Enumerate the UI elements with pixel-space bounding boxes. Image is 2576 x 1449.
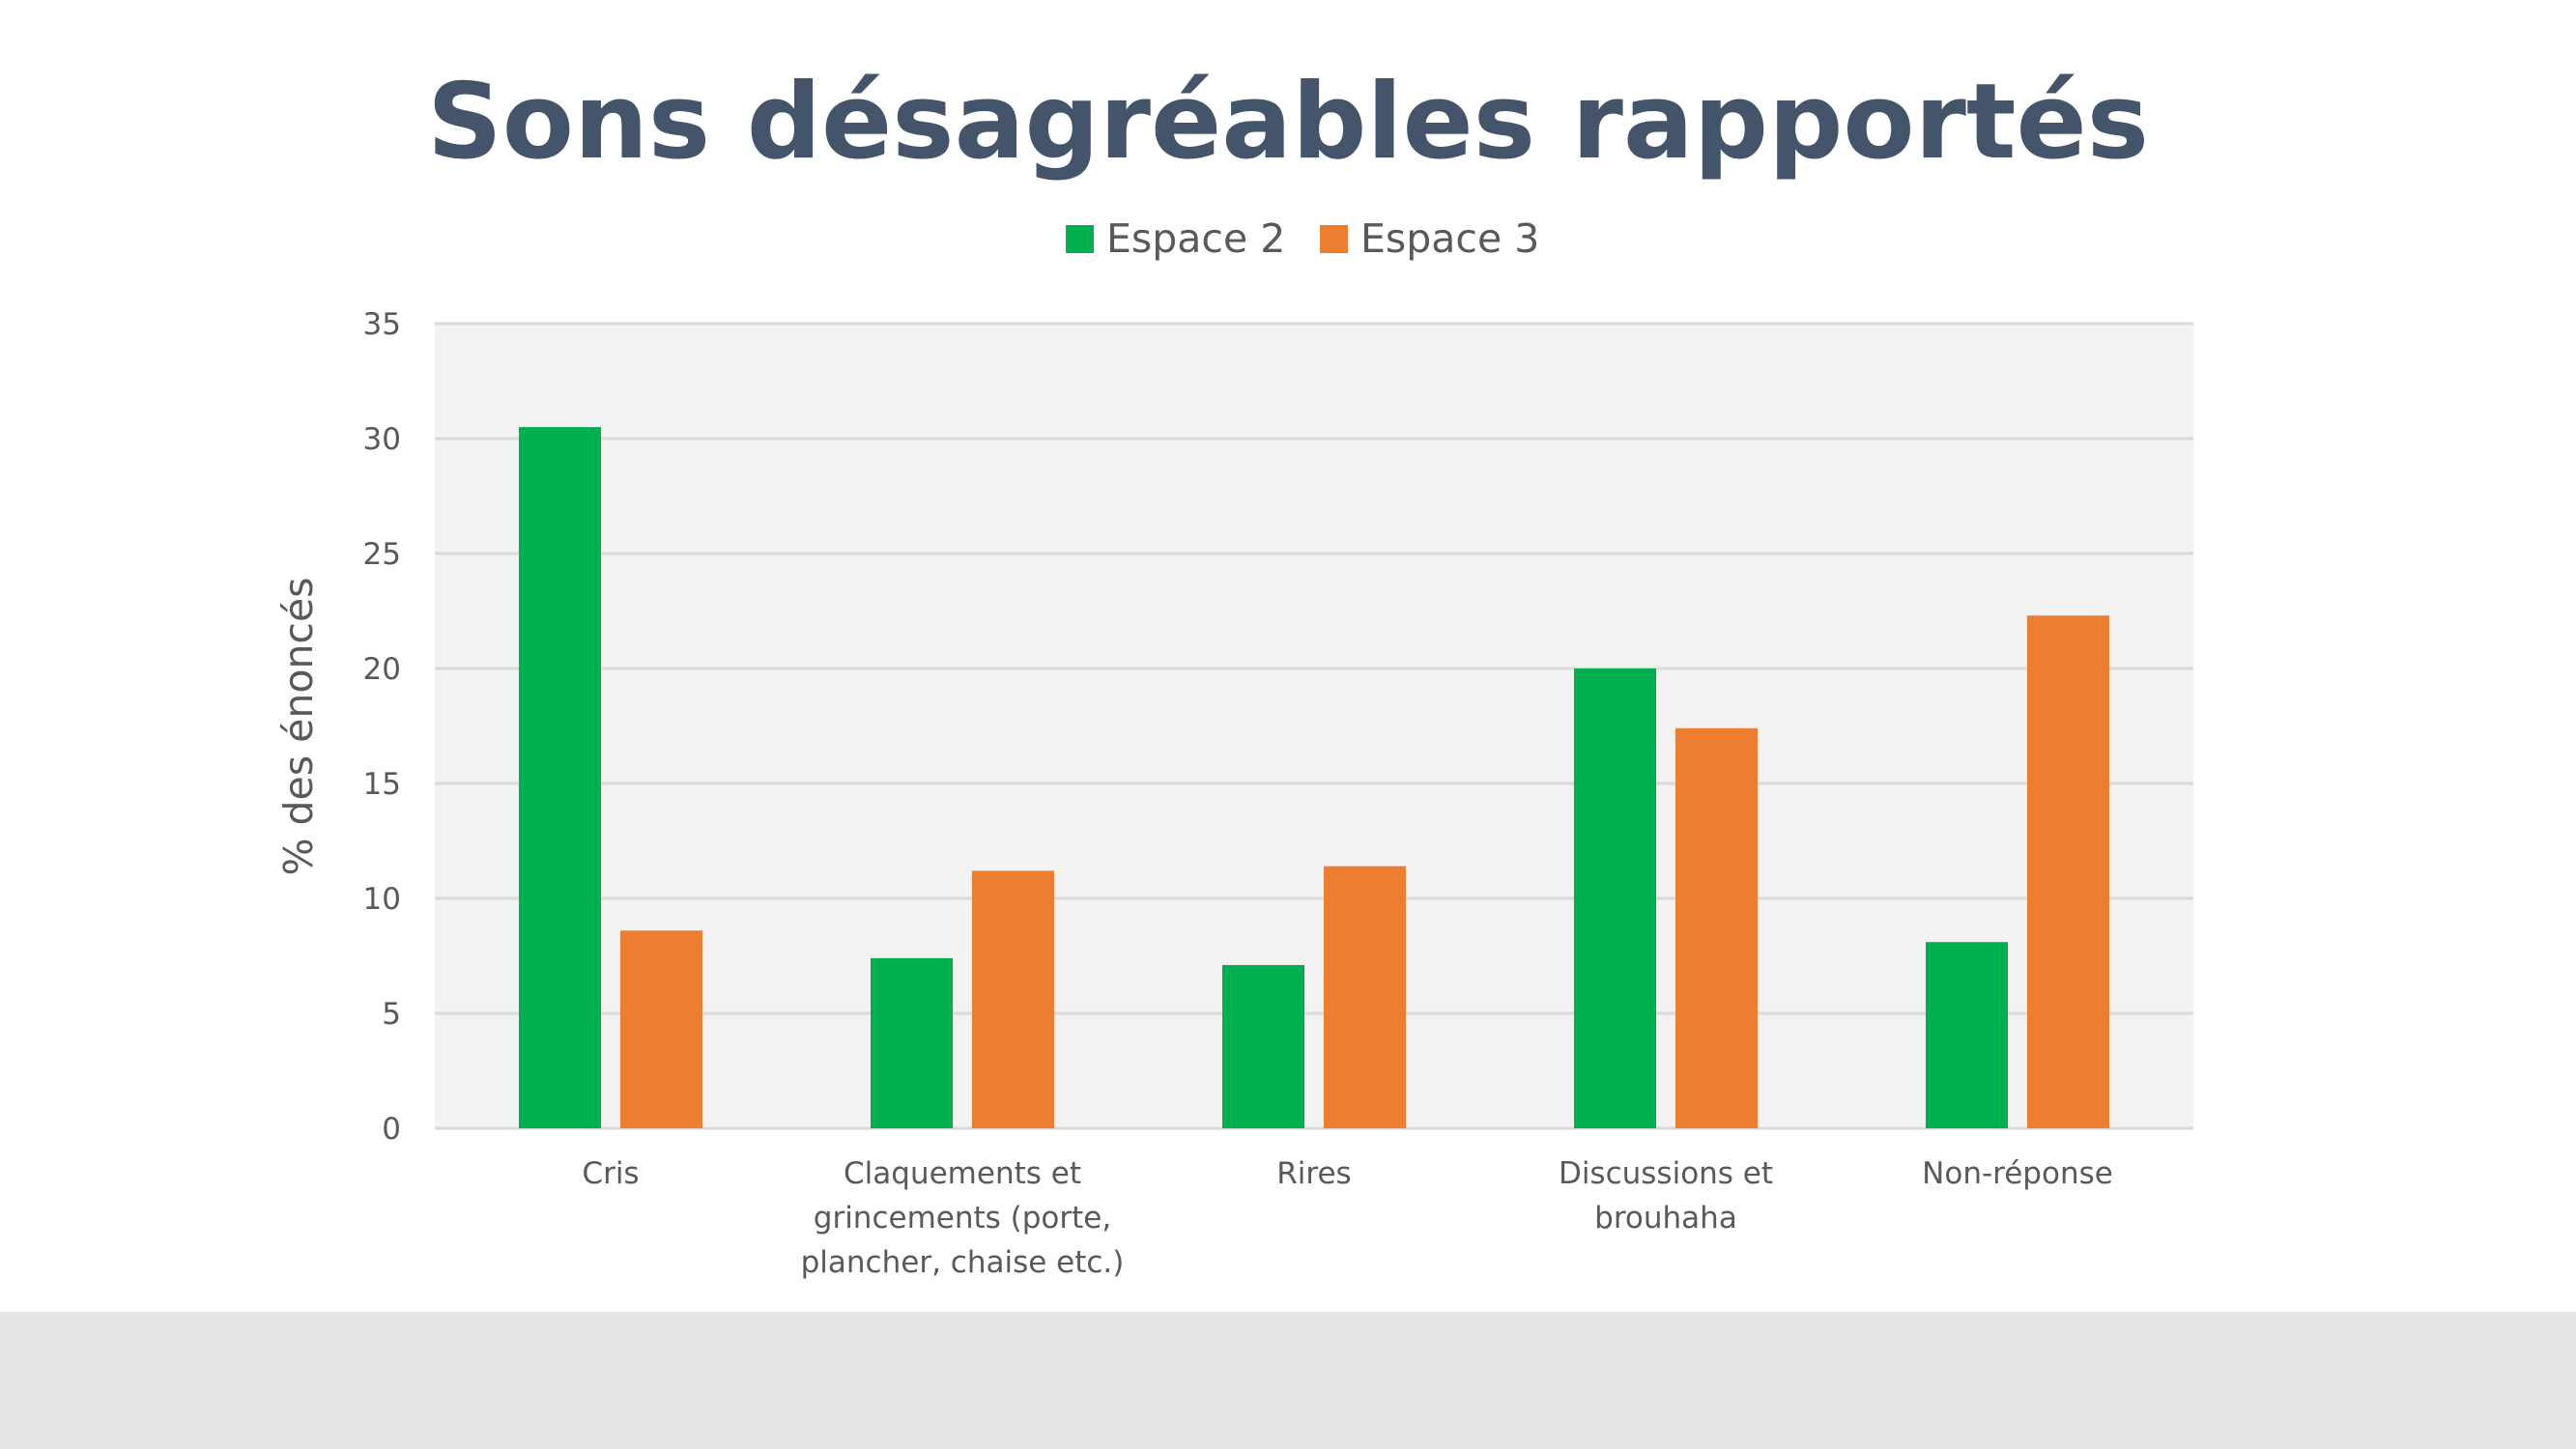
bar-espace-3-1 — [972, 870, 1054, 1128]
x-category-label: Rires — [1276, 1156, 1351, 1191]
legend-swatch — [1320, 225, 1348, 253]
legend: Espace 2 Espace 3 — [1066, 215, 1539, 262]
bar-espace-3-4 — [2027, 615, 2109, 1128]
chart-title: Sons désagréables rapportés — [427, 62, 2149, 183]
bar-espace-3-3 — [1675, 727, 1758, 1128]
bars — [519, 427, 2109, 1129]
bar-espace-3-0 — [620, 930, 702, 1128]
y-tick-label: 30 — [363, 422, 401, 457]
y-tick-label: 15 — [363, 767, 401, 802]
y-tick-label: 0 — [382, 1112, 401, 1147]
legend-label: Espace 2 — [1106, 215, 1285, 262]
legend-swatch — [1066, 225, 1094, 253]
bar-espace-2-2 — [1222, 965, 1304, 1128]
bar-espace-2-0 — [519, 427, 601, 1129]
bar-espace-3-2 — [1324, 866, 1406, 1128]
y-axis-ticks: 0 5 10 15 20 25 30 35 — [363, 307, 401, 1147]
legend-label: Espace 3 — [1360, 215, 1539, 262]
x-axis-categories: Cris Claquements et grincements (porte, pla… — [582, 1156, 2112, 1280]
bar-espace-2-4 — [1926, 942, 2008, 1128]
y-axis-label: % des énoncés — [275, 577, 322, 875]
bottom-band — [0, 1312, 2576, 1449]
x-category-label: Claquements et grincements (porte, planche… — [801, 1156, 1125, 1280]
bar-espace-2-1 — [871, 957, 953, 1128]
x-category-label: Non-réponse — [1922, 1156, 2113, 1191]
y-tick-label: 25 — [363, 537, 401, 572]
y-tick-label: 35 — [363, 307, 401, 342]
x-category-label: Discussions et brouhaha — [1559, 1156, 1773, 1236]
y-tick-label: 10 — [363, 882, 401, 917]
x-category-label: Cris — [582, 1156, 639, 1191]
bar-espace-2-3 — [1574, 668, 1656, 1128]
y-tick-label: 20 — [363, 652, 401, 687]
y-tick-label: 5 — [382, 997, 401, 1032]
gridlines — [435, 322, 2193, 1130]
plot-area — [435, 324, 2193, 1128]
